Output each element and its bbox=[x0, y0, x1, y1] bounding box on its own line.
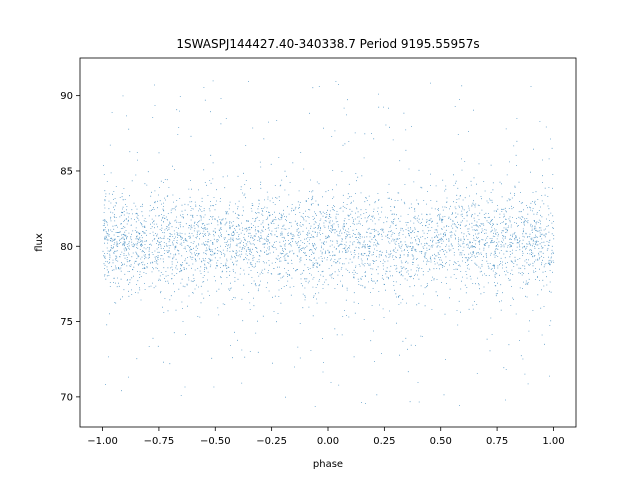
x-tick-label: −0.75 bbox=[144, 436, 175, 447]
y-tick-label: 70 bbox=[60, 392, 73, 403]
x-axis-label: phase bbox=[313, 459, 343, 470]
x-tick-label: 0.75 bbox=[486, 436, 508, 447]
chart-title: 1SWASPJ144427.40-340338.7 Period 9195.55… bbox=[176, 37, 479, 51]
x-tick-label: 0.00 bbox=[317, 436, 339, 447]
x-axis: −1.00 −0.75 −0.50 −0.25 0.00 0.25 0.50 0.75 1.00 bbox=[87, 427, 565, 447]
x-tick-label: −0.25 bbox=[256, 436, 287, 447]
y-tick-label: 75 bbox=[60, 317, 73, 328]
x-tick-label: −0.50 bbox=[200, 436, 231, 447]
scatter-point-cloud bbox=[102, 80, 555, 407]
x-tick-label: 0.50 bbox=[430, 436, 452, 447]
y-tick-label: 80 bbox=[60, 242, 73, 253]
x-tick-label: 1.00 bbox=[542, 436, 564, 447]
scatter-points bbox=[102, 80, 555, 407]
y-tick-label: 85 bbox=[60, 166, 73, 177]
y-tick-label: 90 bbox=[60, 91, 73, 102]
axes-background bbox=[80, 58, 576, 427]
x-tick-label: 0.25 bbox=[373, 436, 395, 447]
x-tick-label: −1.00 bbox=[87, 436, 118, 447]
y-axis-label: flux bbox=[34, 233, 45, 252]
y-axis: 70 75 80 85 90 bbox=[60, 91, 80, 403]
plot-area: −1.00 −0.75 −0.50 −0.25 0.00 0.25 0.50 0.75 1.00… bbox=[60, 57, 577, 447]
